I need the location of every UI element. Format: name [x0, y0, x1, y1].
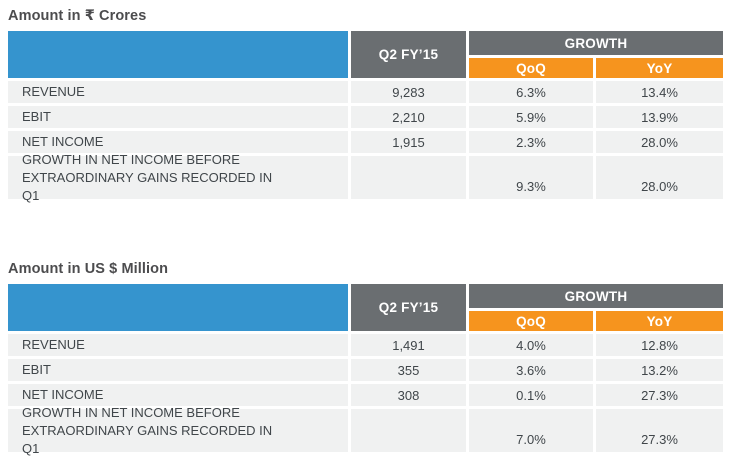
header-yoy: YoY — [596, 311, 723, 331]
cell-qoq: 5.9% — [469, 106, 593, 128]
cell-yoy: 27.3% — [596, 384, 723, 406]
table-title-usd: Amount in US $ Million — [8, 261, 169, 277]
table-section-inr: Amount in ₹ Crores Q2 FY’15 GROWTH QoQ Y… — [8, 8, 723, 203]
cell-qoq: 6.3% — [469, 81, 593, 103]
cell-yoy: 13.4% — [596, 81, 723, 103]
cell-value: 9,283 — [351, 81, 466, 103]
header-label-spacer — [8, 284, 348, 331]
cell-yoy: 27.3% — [596, 409, 723, 452]
cell-yoy: 12.8% — [596, 334, 723, 356]
cell-value: 1,915 — [351, 131, 466, 153]
row-label: REVENUE — [8, 81, 348, 103]
row-label-text: EBIT — [22, 362, 51, 377]
header-yoy: YoY — [596, 58, 723, 78]
cell-value — [351, 156, 466, 199]
header-period: Q2 FY’15 — [351, 31, 466, 78]
header-period: Q2 FY’15 — [351, 284, 466, 331]
cell-qoq: 7.0% — [469, 409, 593, 452]
header-qoq: QoQ — [469, 58, 593, 78]
header-qoq: QoQ — [469, 311, 593, 331]
row-label-text: EBIT — [22, 109, 51, 124]
cell-yoy: 28.0% — [596, 131, 723, 153]
cell-value — [351, 409, 466, 452]
financial-table-usd: Q2 FY’15 GROWTH QoQ YoY REVENUE 1,491 4.… — [8, 284, 723, 456]
cell-yoy: 13.9% — [596, 106, 723, 128]
row-label-text: REVENUE — [22, 84, 85, 99]
row-label: GROWTH IN NET INCOME BEFORE EXTRAORDINAR… — [8, 152, 348, 203]
financial-table-inr: Q2 FY’15 GROWTH QoQ YoY REVENUE 9,283 6.… — [8, 31, 723, 203]
table-section-usd: Amount in US $ Million Q2 FY’15 GROWTH Q… — [8, 261, 723, 456]
cell-value: 1,491 — [351, 334, 466, 356]
row-label: NET INCOME — [8, 131, 348, 153]
cell-value: 308 — [351, 384, 466, 406]
row-label: NET INCOME — [8, 384, 348, 406]
row-label: REVENUE — [8, 334, 348, 356]
row-label-text: NET INCOME — [22, 134, 104, 149]
row-label-text: GROWTH IN NET INCOME BEFORE EXTRAORDINAR… — [22, 151, 273, 203]
cell-qoq: 3.6% — [469, 359, 593, 381]
row-label: GROWTH IN NET INCOME BEFORE EXTRAORDINAR… — [8, 405, 348, 456]
cell-value: 355 — [351, 359, 466, 381]
row-label-text: REVENUE — [22, 337, 85, 352]
table-title-inr: Amount in ₹ Crores — [8, 8, 147, 24]
row-label-text: NET INCOME — [22, 387, 104, 402]
cell-value: 2,210 — [351, 106, 466, 128]
cell-qoq: 4.0% — [469, 334, 593, 356]
cell-qoq: 0.1% — [469, 384, 593, 406]
row-label-text: GROWTH IN NET INCOME BEFORE EXTRAORDINAR… — [22, 404, 273, 456]
cell-qoq: 2.3% — [469, 131, 593, 153]
row-label: EBIT — [8, 359, 348, 381]
row-label: EBIT — [8, 106, 348, 128]
header-growth: GROWTH — [469, 31, 723, 55]
cell-qoq: 9.3% — [469, 156, 593, 199]
header-label-spacer — [8, 31, 348, 78]
cell-yoy: 13.2% — [596, 359, 723, 381]
cell-yoy: 28.0% — [596, 156, 723, 199]
header-growth: GROWTH — [469, 284, 723, 308]
